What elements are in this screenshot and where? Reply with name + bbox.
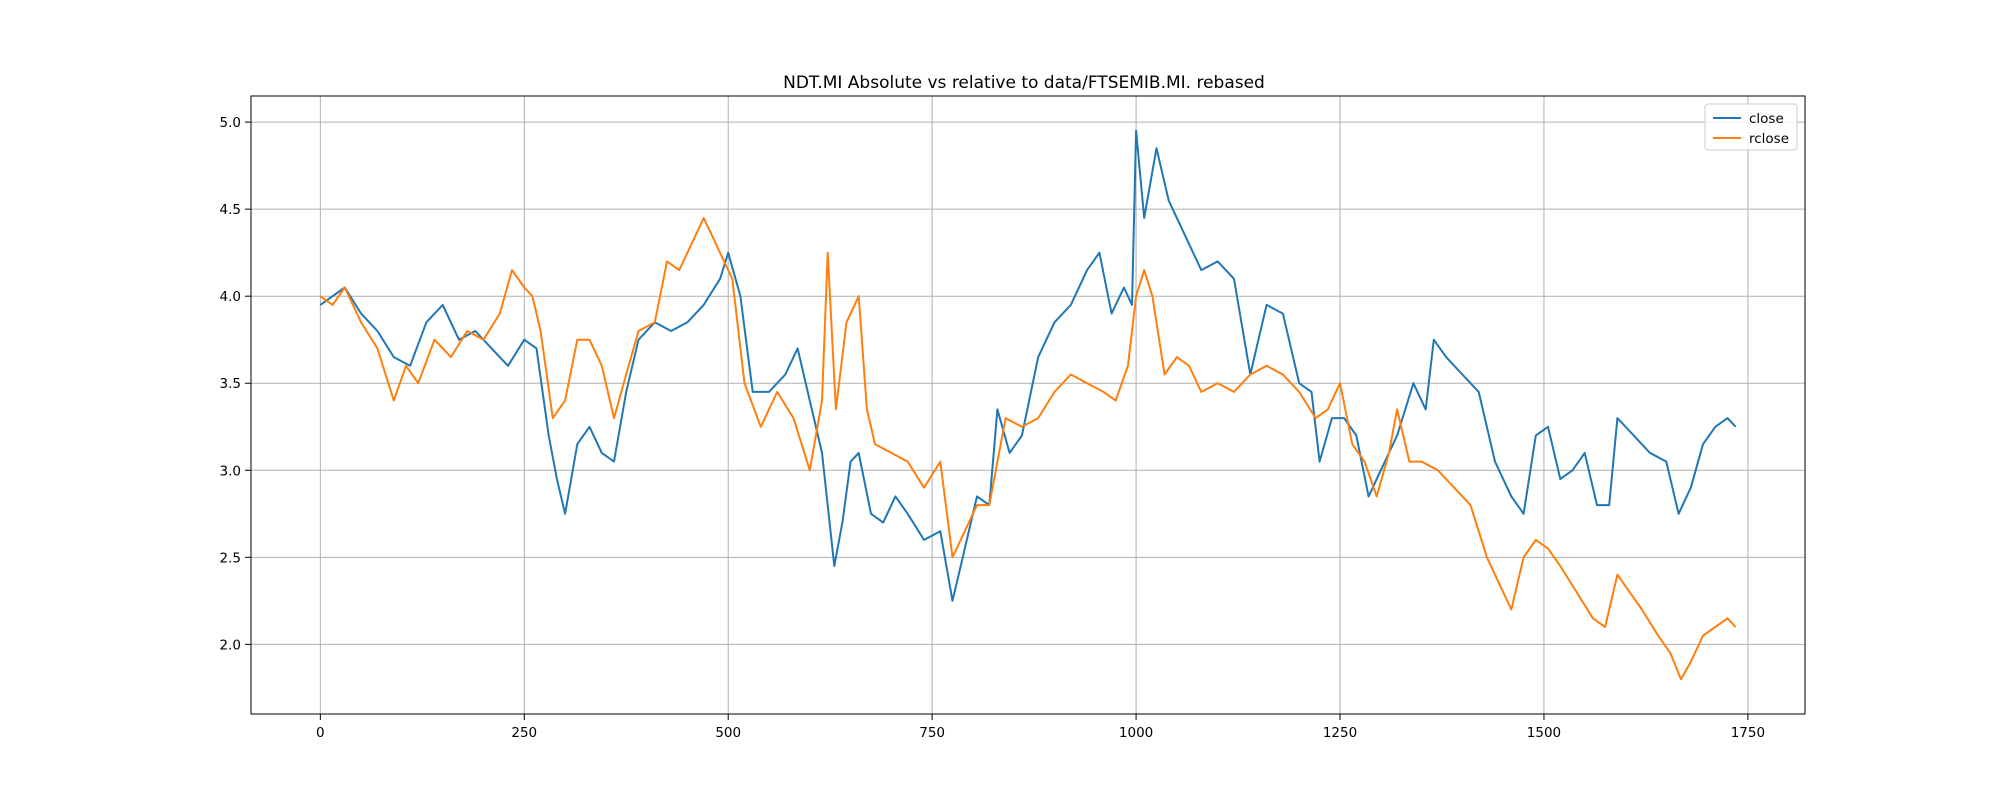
y-tick-label: 4.0 xyxy=(220,289,241,305)
x-tick-label: 1000 xyxy=(1119,725,1153,741)
x-tick-label: 1500 xyxy=(1527,725,1561,741)
legend-label-rclose: rclose xyxy=(1749,131,1789,147)
x-tick-label: 1250 xyxy=(1323,725,1357,741)
x-tick-label: 1750 xyxy=(1731,725,1765,741)
y-tick-label: 3.5 xyxy=(220,376,241,392)
plot-area-frame xyxy=(250,95,1806,715)
series-line-close xyxy=(319,129,1737,602)
legend: close rclose xyxy=(1704,103,1798,151)
series-line-rclose xyxy=(319,216,1737,681)
series-lines xyxy=(319,129,1737,681)
y-tick-label: 2.0 xyxy=(220,637,241,653)
x-tick-label: 250 xyxy=(511,725,537,741)
chart-title: NDT.MI Absolute vs relative to data/FTSE… xyxy=(783,73,1265,93)
x-axis: 0 250 500 750 1000 1250 1500 1750 xyxy=(316,714,1765,741)
x-tick-label: 750 xyxy=(919,725,945,741)
y-tick-label: 2.5 xyxy=(220,550,241,566)
y-tick-label: 3.0 xyxy=(220,463,241,479)
y-tick-label: 4.5 xyxy=(220,202,241,218)
legend-label-close: close xyxy=(1749,111,1784,127)
x-tick-label: 500 xyxy=(715,725,741,741)
y-axis: 2.0 2.5 3.0 3.5 4.0 4.5 5.0 xyxy=(220,115,251,653)
x-tick-label: 0 xyxy=(316,725,325,741)
y-tick-label: 5.0 xyxy=(220,115,241,131)
grid-lines xyxy=(251,96,1805,714)
